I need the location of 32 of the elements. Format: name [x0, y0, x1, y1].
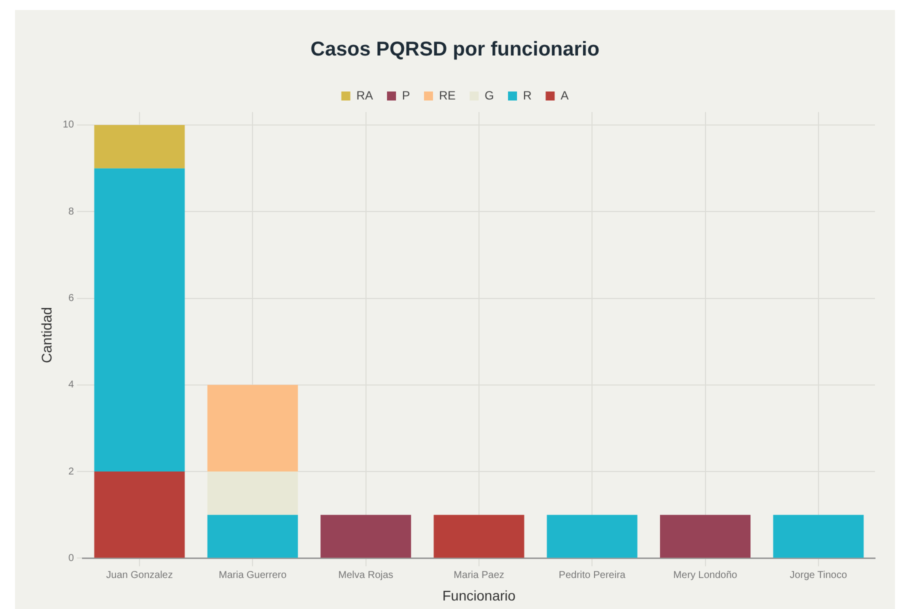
bar [434, 514, 524, 558]
legend-label: P [402, 88, 410, 102]
bar [207, 514, 298, 558]
bar [94, 472, 185, 558]
y-tick-label: 0 [68, 552, 74, 564]
y-tick-label: 8 [68, 206, 74, 218]
x-tick-label: Maria Paez [454, 570, 504, 581]
x-tick-label: Jorge Tinoco [790, 570, 848, 581]
legend-label: RE [439, 88, 456, 102]
y-axis-title: Cantidad [38, 307, 54, 364]
bar [546, 514, 638, 558]
x-tick-label: Juan Gonzalez [106, 570, 173, 581]
y-tick-label: 2 [68, 466, 74, 478]
legend-label: R [523, 88, 532, 102]
x-tick-label: Melva Rojas [338, 570, 394, 581]
legend-label: A [560, 88, 569, 102]
x-axis-title: Funcionario [442, 587, 516, 604]
x-tick-label: Maria Guerrero [218, 570, 287, 581]
bar [207, 384, 298, 472]
bar [773, 514, 864, 558]
x-tick-label: Mery Londoño [673, 570, 738, 581]
legend-label: G [484, 88, 494, 102]
y-tick-label: 4 [68, 380, 74, 391]
legend-label: RA [356, 88, 373, 102]
chart-title: Casos PQRSD por funcionario [310, 38, 600, 61]
x-tick-label: Pedrito Pereira [558, 570, 626, 581]
bar [94, 168, 185, 472]
y-tick-label: 10 [62, 120, 74, 131]
bar [94, 124, 185, 168]
bar [320, 514, 412, 558]
y-tick-label: 6 [68, 293, 74, 304]
bar [660, 514, 751, 558]
